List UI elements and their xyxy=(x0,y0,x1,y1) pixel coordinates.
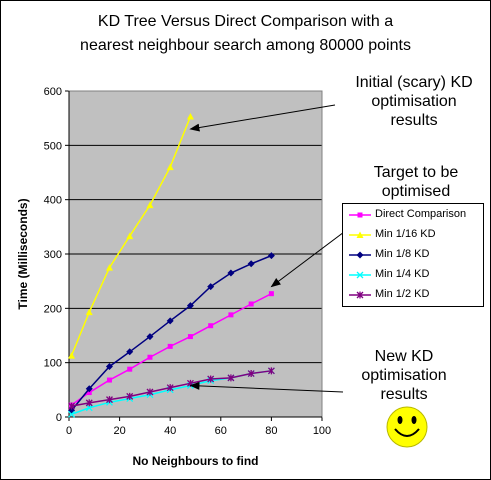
data-point-marker xyxy=(356,251,364,259)
data-point-marker xyxy=(267,252,275,260)
y-tick-label: 500 xyxy=(44,140,62,152)
data-point-marker xyxy=(227,269,235,277)
data-point-marker xyxy=(146,388,154,396)
chart-legend: Direct Comparison Min 1/16 KD Min 1/8 KD… xyxy=(342,203,484,307)
legend-entry-min-1-2-kd: Min 1/2 KD xyxy=(343,285,483,305)
data-point-marker xyxy=(126,392,134,400)
data-point-marker xyxy=(85,385,93,393)
smiley-face-base xyxy=(386,406,428,448)
legend-entry-min-1-8-kd: Min 1/8 KD xyxy=(343,245,483,265)
legend-entry-min-1-16-kd: Min 1/16 KD xyxy=(343,225,483,245)
annotation-new-kd-line-3: results xyxy=(380,386,428,403)
y-tick-label: 300 xyxy=(44,249,62,261)
annotation-arrow xyxy=(189,104,336,132)
data-point-marker xyxy=(357,212,363,218)
annotation-initial-kd-line-1: Initial (scary) KD xyxy=(355,74,473,91)
chart-title-line-2: nearest neighbour search among 80000 poi… xyxy=(80,37,411,54)
data-point-marker xyxy=(147,354,153,360)
data-point-marker xyxy=(68,352,76,359)
annotation-target-line-2: optimised xyxy=(381,183,451,200)
y-tick-label: 100 xyxy=(44,358,62,370)
y-axis-label: Time (Milliseconds) xyxy=(16,198,30,309)
annotation-target: Target to be optimised xyxy=(361,163,471,201)
data-point-marker xyxy=(166,163,174,171)
data-point-marker xyxy=(187,334,193,340)
x-tick-label: 100 xyxy=(313,425,331,437)
annotation-initial-kd: Initial (scary) KD optimisation results xyxy=(339,73,489,130)
smiley-face-icon xyxy=(386,406,428,448)
series-min-1-16-kd xyxy=(68,113,194,359)
legend-entry-direct-comparison: Direct Comparison xyxy=(343,205,483,225)
x-tick-label: 20 xyxy=(113,425,125,437)
data-point-marker xyxy=(127,366,133,372)
chart-title-line-1: KD Tree Versus Direct Comparison with a xyxy=(97,13,394,30)
x-tick-label: 0 xyxy=(66,425,72,437)
data-point-marker xyxy=(248,301,254,307)
data-point-marker xyxy=(207,283,215,291)
data-point-marker xyxy=(356,291,364,299)
smiley-right-eye xyxy=(411,416,417,424)
annotation-initial-kd-line-3: results xyxy=(390,112,438,129)
annotation-new-kd: New KD optimisation results xyxy=(349,347,459,404)
x-tick-label: 40 xyxy=(164,425,176,437)
data-point-marker xyxy=(146,333,154,341)
data-point-marker xyxy=(106,377,112,383)
legend-swatch xyxy=(349,251,371,259)
data-point-marker xyxy=(267,367,275,375)
x-axis-label: No Neighbours to find xyxy=(133,454,259,468)
legend-label: Min 1/8 KD xyxy=(375,248,430,260)
data-point-marker xyxy=(166,317,174,325)
y-tick-label: 200 xyxy=(44,303,62,315)
annotation-initial-kd-line-2: optimisation xyxy=(371,93,457,110)
y-tick-label: 0 xyxy=(56,412,62,424)
annotation-target-line-1: Target to be xyxy=(373,164,459,181)
data-point-marker xyxy=(68,410,75,418)
legend-label: Min 1/4 KD xyxy=(375,268,430,280)
legend-label: Direct Comparison xyxy=(375,208,467,220)
legend-entry-min-1-4-kd: Min 1/4 KD xyxy=(343,265,483,285)
legend-swatch xyxy=(349,212,371,218)
legend-swatch xyxy=(349,291,371,299)
smiley-mouth xyxy=(394,428,420,437)
y-tick-label: 400 xyxy=(44,195,62,207)
data-point-marker xyxy=(85,399,93,407)
data-point-marker xyxy=(227,374,235,382)
legend-swatch xyxy=(349,271,371,279)
data-point-marker xyxy=(186,113,194,120)
legend-label: Min 1/16 KD xyxy=(375,228,436,240)
data-point-marker xyxy=(228,312,234,318)
data-point-marker xyxy=(356,271,364,279)
series-min-1-2-kd xyxy=(68,367,275,410)
data-point-marker xyxy=(126,348,134,356)
y-tick-label: 600 xyxy=(44,86,62,98)
data-point-marker xyxy=(186,302,194,310)
data-point-marker xyxy=(207,375,215,383)
data-point-marker xyxy=(247,370,255,378)
data-point-marker xyxy=(105,264,113,271)
data-point-marker xyxy=(126,232,134,240)
annotation-new-kd-line-1: New KD xyxy=(374,348,434,365)
data-point-marker xyxy=(86,390,92,396)
smiley-left-eye xyxy=(397,416,403,424)
data-point-marker xyxy=(105,362,113,370)
data-point-marker xyxy=(208,323,214,329)
data-point-marker xyxy=(106,396,113,404)
data-point-marker xyxy=(166,384,174,392)
data-point-marker xyxy=(85,308,93,316)
legend-swatch xyxy=(349,231,371,238)
annotation-new-kd-line-2: optimisation xyxy=(361,367,447,384)
legend-label: Min 1/2 KD xyxy=(375,288,430,300)
x-tick-label: 60 xyxy=(215,425,227,437)
annotation-arrow xyxy=(189,381,344,393)
data-point-marker xyxy=(356,231,364,238)
data-point-marker xyxy=(68,402,75,410)
x-tick-label: 80 xyxy=(265,425,277,437)
series-direct-comparison xyxy=(69,291,274,408)
data-point-marker xyxy=(167,343,173,349)
data-point-marker xyxy=(146,201,154,209)
data-point-marker xyxy=(268,291,274,297)
data-point-marker xyxy=(247,260,255,268)
